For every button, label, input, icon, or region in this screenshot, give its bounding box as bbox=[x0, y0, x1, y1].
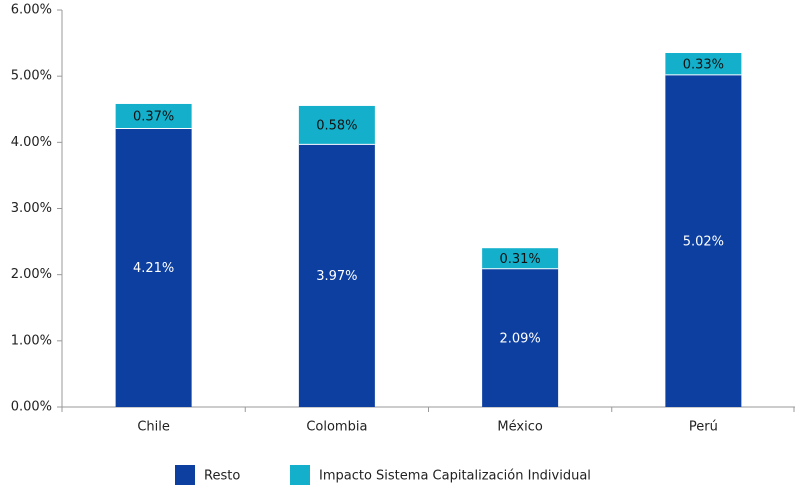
bar-segment bbox=[482, 268, 559, 407]
bar-segment bbox=[298, 144, 375, 407]
x-tick-label: Chile bbox=[137, 420, 170, 435]
data-label: 0.37% bbox=[133, 110, 174, 125]
y-tick-label: 4.00% bbox=[11, 135, 52, 150]
y-tick-label: 3.00% bbox=[11, 201, 52, 216]
data-label: 5.02% bbox=[683, 234, 724, 249]
bar-segment bbox=[665, 53, 742, 75]
bar-segment bbox=[298, 105, 375, 145]
legend-swatch bbox=[175, 465, 195, 485]
data-label: 0.58% bbox=[316, 119, 357, 134]
legend-swatch bbox=[290, 465, 310, 485]
x-tick-label: Perú bbox=[689, 420, 718, 435]
data-label: 0.31% bbox=[499, 252, 540, 267]
legend-label: Impacto Sistema Capitalización Individua… bbox=[319, 469, 591, 484]
y-tick-label: 0.00% bbox=[11, 400, 52, 415]
x-tick-label: México bbox=[497, 420, 542, 435]
data-label: 3.97% bbox=[316, 269, 357, 284]
y-tick-label: 6.00% bbox=[11, 3, 52, 18]
y-tick-label: 2.00% bbox=[11, 267, 52, 282]
bar-segment bbox=[115, 128, 192, 407]
x-tick-label: Colombia bbox=[306, 420, 367, 435]
y-tick-label: 5.00% bbox=[11, 69, 52, 84]
y-tick-label: 1.00% bbox=[11, 333, 52, 348]
data-label: 0.33% bbox=[683, 57, 724, 72]
data-label: 2.09% bbox=[499, 331, 540, 346]
bar-segment bbox=[482, 248, 559, 269]
bar-segment bbox=[115, 103, 192, 129]
legend-label: Resto bbox=[204, 469, 240, 484]
data-label: 4.21% bbox=[133, 261, 174, 276]
bar-segment bbox=[665, 74, 742, 408]
